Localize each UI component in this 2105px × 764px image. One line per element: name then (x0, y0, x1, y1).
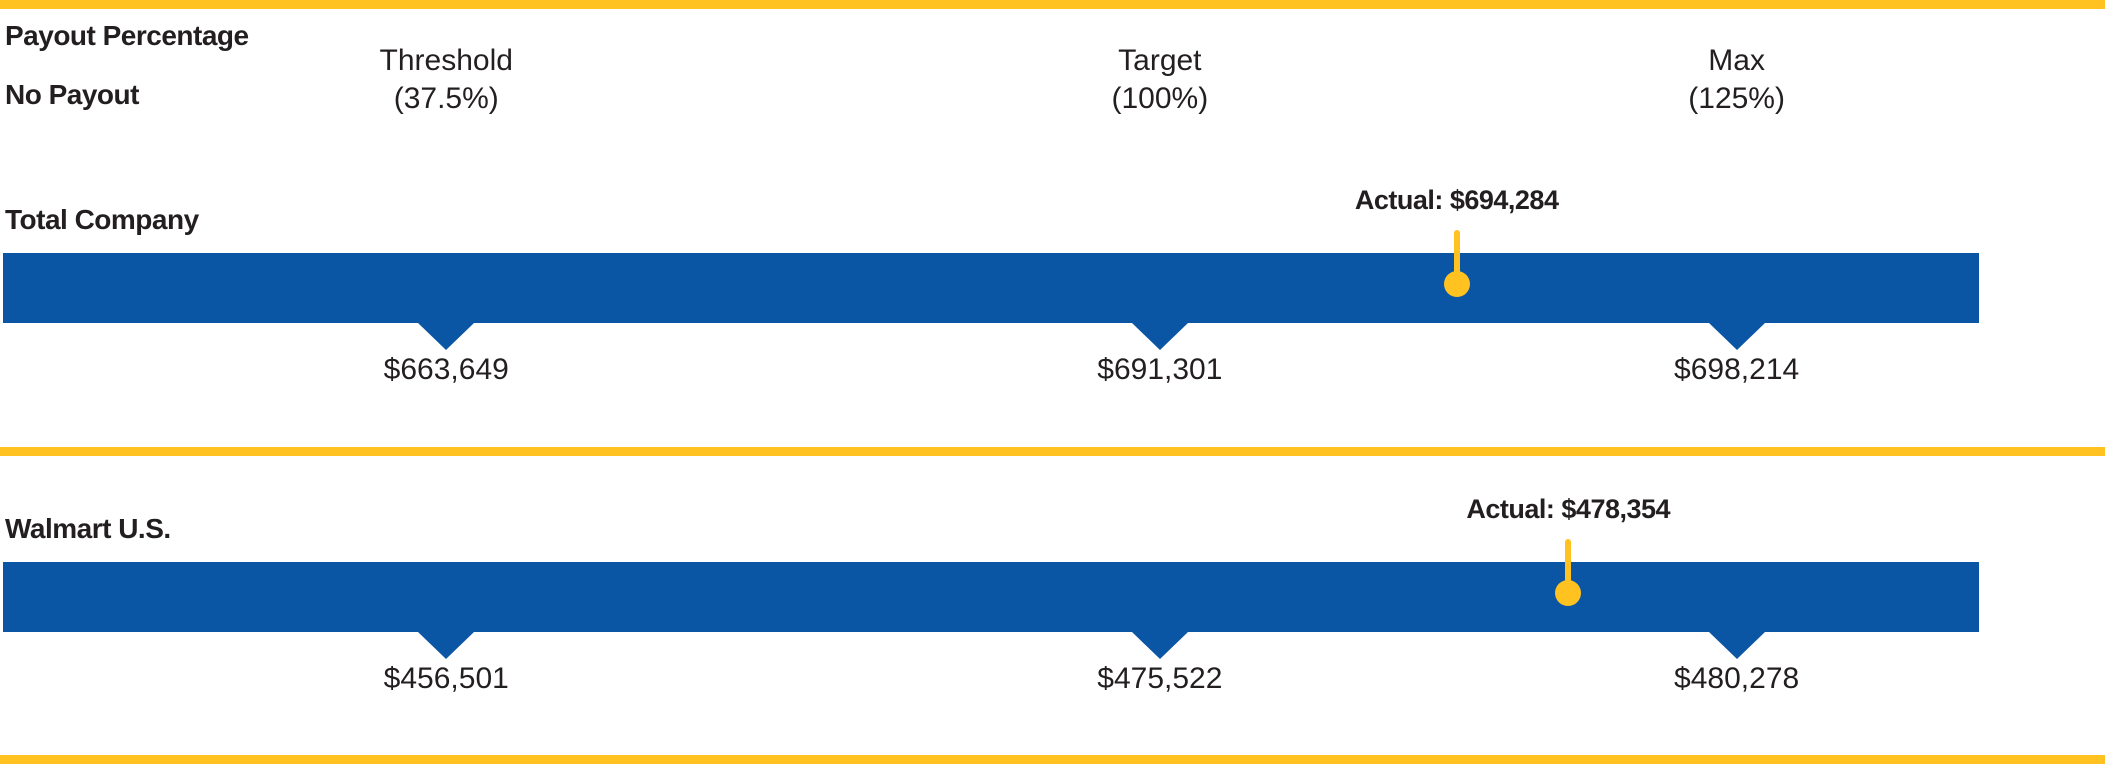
column-header-target: Target (100%) (1111, 42, 1208, 118)
actual-value-label: Actual: $694,284 (1354, 185, 1559, 215)
series-label: Walmart U.S. (5, 513, 171, 544)
column-header-threshold: Threshold (37.5%) (380, 42, 513, 118)
target-notch-icon (1131, 323, 1188, 350)
threshold-notch-icon (418, 323, 475, 350)
actual-pin-line-icon (1453, 230, 1460, 276)
no-payout-label: No Payout (5, 79, 139, 110)
payout-bar (3, 253, 1979, 323)
chart-title: Payout Percentage (5, 20, 249, 51)
section-divider (0, 447, 2105, 456)
actual-pin-dot-icon (1555, 580, 1582, 606)
payout-bar (3, 562, 1979, 632)
series-label: Total Company (5, 204, 199, 235)
column-header-max-label: Max (1708, 44, 1765, 77)
max-notch-icon (1708, 323, 1765, 350)
threshold-notch-icon (418, 632, 475, 659)
threshold-value: $663,649 (383, 353, 509, 386)
max-notch-icon (1708, 632, 1765, 659)
actual-value-label: Actual: $478,354 (1466, 494, 1671, 524)
column-header-target-label: Target (1118, 44, 1202, 77)
target-value: $475,522 (1097, 662, 1223, 695)
column-header-max-pct: (125%) (1688, 82, 1785, 115)
column-header-threshold-pct: (37.5%) (393, 82, 499, 115)
max-value: $480,278 (1674, 662, 1800, 695)
max-value: $698,214 (1674, 353, 1800, 386)
bottom-divider (0, 755, 2105, 764)
target-notch-icon (1131, 632, 1188, 659)
actual-pin-dot-icon (1443, 271, 1470, 297)
target-value: $691,301 (1097, 353, 1223, 386)
threshold-value: $456,501 (383, 662, 509, 695)
chart-row-walmart-us: Walmart U.S. Actual: $478,354 $456,501 $… (0, 450, 2105, 764)
actual-pin-line-icon (1565, 539, 1572, 585)
top-divider (0, 0, 2105, 9)
chart-row-total-company: Total Company Actual: $694,284 $663,649 … (0, 141, 2105, 455)
column-header-target-pct: (100%) (1111, 82, 1209, 115)
column-header-max: Max (125%) (1688, 42, 1785, 118)
column-header-threshold-label: Threshold (379, 44, 513, 77)
